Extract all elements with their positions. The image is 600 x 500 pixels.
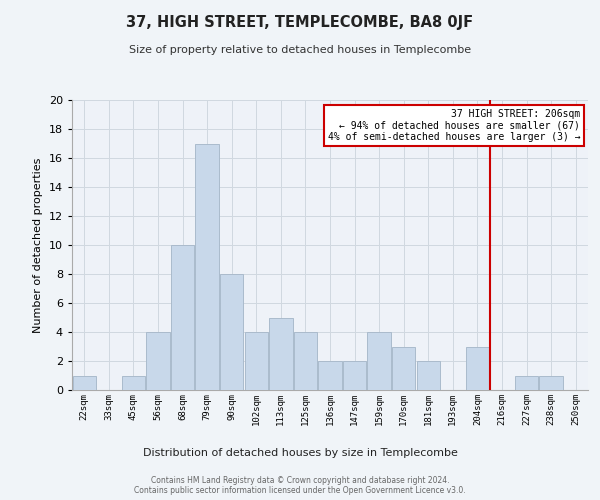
Bar [416, 361, 440, 390]
Bar [171, 245, 194, 390]
Bar [466, 346, 489, 390]
Bar [367, 332, 391, 390]
Y-axis label: Number of detached properties: Number of detached properties [33, 158, 43, 332]
Text: Contains HM Land Registry data © Crown copyright and database right 2024.
Contai: Contains HM Land Registry data © Crown c… [134, 476, 466, 495]
Bar [294, 332, 317, 390]
Bar [269, 318, 293, 390]
Bar [245, 332, 268, 390]
Bar [220, 274, 244, 390]
Bar [319, 361, 341, 390]
Text: 37 HIGH STREET: 206sqm
← 94% of detached houses are smaller (67)
4% of semi-deta: 37 HIGH STREET: 206sqm ← 94% of detached… [328, 108, 580, 142]
Bar [73, 376, 96, 390]
Bar [343, 361, 366, 390]
Text: Size of property relative to detached houses in Templecombe: Size of property relative to detached ho… [129, 45, 471, 55]
Text: 37, HIGH STREET, TEMPLECOMBE, BA8 0JF: 37, HIGH STREET, TEMPLECOMBE, BA8 0JF [127, 15, 473, 30]
Bar [196, 144, 219, 390]
Text: Distribution of detached houses by size in Templecombe: Distribution of detached houses by size … [143, 448, 457, 458]
Bar [122, 376, 145, 390]
Bar [515, 376, 538, 390]
Bar [146, 332, 170, 390]
Bar [539, 376, 563, 390]
Bar [392, 346, 415, 390]
